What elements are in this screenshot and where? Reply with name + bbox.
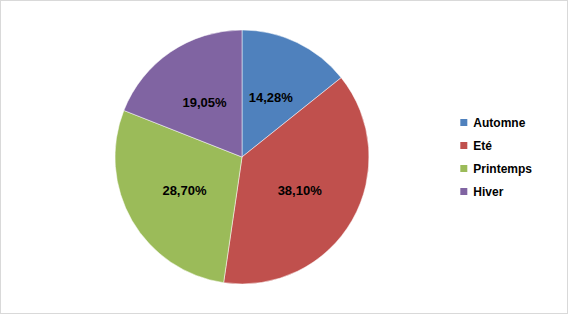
svg-text:Automne: Automne: [473, 116, 525, 130]
svg-text:Hiver: Hiver: [473, 185, 503, 199]
svg-text:19,05%: 19,05%: [183, 95, 228, 110]
svg-text:28,70%: 28,70%: [162, 183, 207, 198]
svg-text:14,28%: 14,28%: [249, 90, 294, 105]
svg-text:Eté: Eté: [473, 139, 492, 153]
svg-text:38,10%: 38,10%: [278, 183, 323, 198]
svg-text:Printemps: Printemps: [473, 162, 532, 176]
